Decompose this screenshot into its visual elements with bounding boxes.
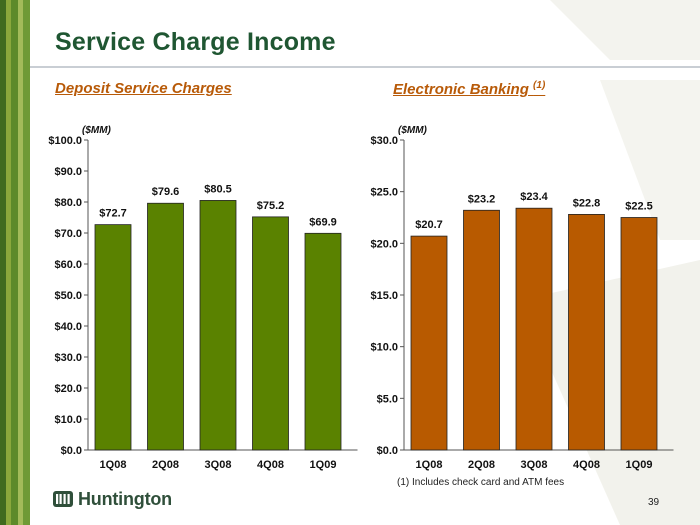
deposit-y-tick-label: $50.0 xyxy=(54,290,82,302)
deposit-y-tick-label: $100.0 xyxy=(48,135,82,147)
left-stripes-decoration xyxy=(0,0,30,525)
deposit-bar xyxy=(199,200,237,451)
deposit-x-tick-label: 1Q09 xyxy=(310,459,337,471)
electronic-bar xyxy=(568,213,605,451)
electronic-y-tick-label: $0.0 xyxy=(377,445,398,457)
electronic-bar-value-label: $23.2 xyxy=(468,193,496,205)
deposit-x-tick-label: 2Q08 xyxy=(152,459,179,471)
electronic-bar xyxy=(463,209,500,451)
deposit-bar xyxy=(147,202,184,451)
electronic-bar xyxy=(515,207,553,451)
electronic-bar-value-label: $22.5 xyxy=(625,201,653,213)
deposit-x-tick-label: 3Q08 xyxy=(205,459,232,471)
electronic-x-tick-label: 1Q09 xyxy=(626,459,653,471)
deposit-bar-value-label: $75.2 xyxy=(257,200,285,212)
electronic-bar-value-label: $22.8 xyxy=(573,197,601,209)
deposit-y-tick-label: $80.0 xyxy=(54,197,82,209)
deposit-bar-value-label: $79.6 xyxy=(152,186,180,198)
electronic-y-tick-label: $10.0 xyxy=(370,342,398,354)
deposit-y-tick-label: $0.0 xyxy=(61,445,82,457)
electronic-y-tick-label: $5.0 xyxy=(377,393,398,405)
deposit-bar xyxy=(304,232,342,451)
huntington-logo-text: Huntington xyxy=(78,488,172,509)
deposit-bar-value-label: $69.9 xyxy=(309,216,337,228)
deposit-bar xyxy=(94,224,132,451)
title-divider xyxy=(30,66,700,68)
electronic-x-tick-label: 3Q08 xyxy=(521,459,548,471)
footnote-marker: (1) xyxy=(533,80,546,91)
deposit-bar-value-label: $80.5 xyxy=(204,183,232,195)
electronic-y-tick-label: $15.0 xyxy=(370,290,398,302)
electronic-bar-value-label: $23.4 xyxy=(520,191,548,203)
electronic-y-tick-label: $20.0 xyxy=(370,238,398,250)
electronic-x-tick-label: 4Q08 xyxy=(573,459,600,471)
electronic-bar xyxy=(410,235,448,451)
deposit-x-tick-label: 1Q08 xyxy=(100,459,127,471)
electronic-y-tick-label: $30.0 xyxy=(370,135,398,147)
electronic-x-tick-label: 1Q08 xyxy=(416,459,443,471)
electronic-x-tick-label: 2Q08 xyxy=(468,459,495,471)
deposit-y-tick-label: $20.0 xyxy=(54,383,82,395)
huntington-logo: Huntington xyxy=(52,488,172,510)
electronic-unit-label: ($MM) xyxy=(398,125,427,136)
deposit-unit-label: ($MM) xyxy=(82,125,111,136)
electronic-chart-subtitle: Electronic Banking (1) xyxy=(393,80,546,98)
deposit-bar xyxy=(252,216,289,451)
page-title: Service Charge Income xyxy=(55,28,336,56)
electronic-bar xyxy=(620,217,658,451)
page-number: 39 xyxy=(648,497,660,508)
deposit-chart-subtitle: Deposit Service Charges xyxy=(55,80,232,97)
footnote: (1) Includes check card and ATM fees xyxy=(397,477,565,488)
deposit-bar-value-label: $72.7 xyxy=(99,208,127,220)
deposit-y-tick-label: $30.0 xyxy=(54,352,82,364)
deposit-y-tick-label: $90.0 xyxy=(54,166,82,178)
deposit-y-tick-label: $60.0 xyxy=(54,259,82,271)
deposit-y-tick-label: $40.0 xyxy=(54,321,82,333)
huntington-logo-icon xyxy=(53,491,73,507)
electronic-bar-value-label: $20.7 xyxy=(415,219,443,231)
electronic-y-tick-label: $25.0 xyxy=(370,187,398,199)
deposit-y-tick-label: $10.0 xyxy=(54,414,82,426)
deposit-y-tick-label: $70.0 xyxy=(54,228,82,240)
deposit-x-tick-label: 4Q08 xyxy=(257,459,284,471)
